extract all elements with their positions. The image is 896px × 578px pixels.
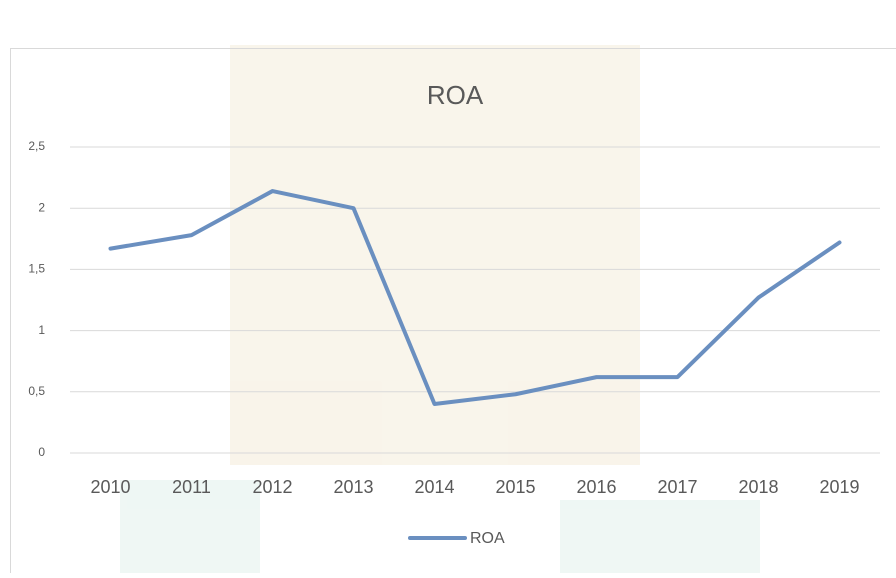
x-tick-label: 2017 (657, 477, 697, 497)
x-tick-label: 2012 (252, 477, 292, 497)
y-tick-label: 2,5 (28, 139, 45, 153)
y-tick-label: 1,5 (28, 262, 45, 276)
legend-label: ROA (470, 530, 505, 547)
chart-title: ROA (427, 80, 484, 110)
x-tick-label: 2014 (414, 477, 454, 497)
y-tick-label: 2 (38, 200, 45, 214)
x-tick-label: 2019 (819, 477, 859, 497)
y-tick-label: 0 (38, 445, 45, 459)
y-tick-label: 0,5 (28, 384, 45, 398)
x-tick-label: 2015 (495, 477, 535, 497)
x-tick-label: 2016 (576, 477, 616, 497)
watermark-shape (560, 500, 760, 573)
y-tick-label: 1 (38, 323, 45, 337)
x-tick-label: 2013 (333, 477, 373, 497)
x-tick-label: 2018 (738, 477, 778, 497)
x-tick-label: 2010 (90, 477, 130, 497)
x-tick-label: 2011 (172, 477, 211, 497)
